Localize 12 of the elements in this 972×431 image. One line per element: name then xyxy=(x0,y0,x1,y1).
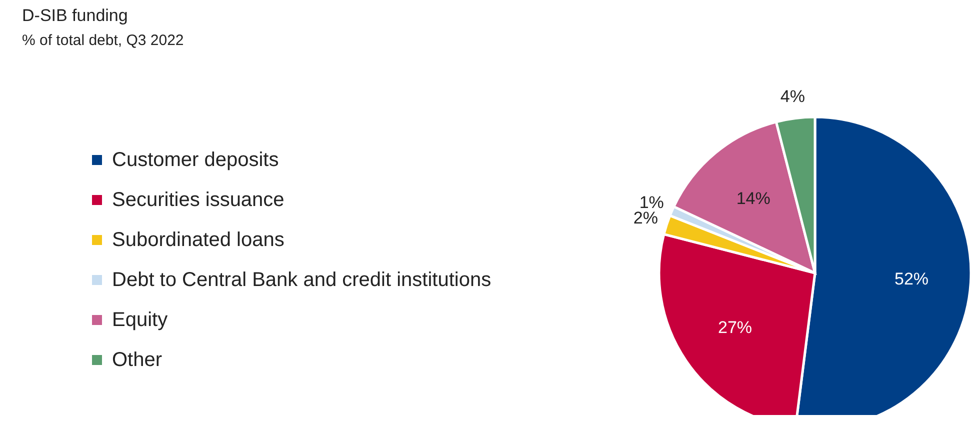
legend-label: Equity xyxy=(112,308,168,332)
chart-title: D-SIB funding xyxy=(22,6,128,26)
data-label: 4% xyxy=(780,86,805,106)
legend-label: Debt to Central Bank and credit institutions xyxy=(112,268,492,292)
legend-label: Customer deposits xyxy=(112,148,279,172)
data-label: 52% xyxy=(894,270,929,289)
chart-subtitle: % of total debt, Q3 2022 xyxy=(22,32,184,49)
legend-label: Other xyxy=(112,348,162,372)
legend-label: Subordinated loans xyxy=(112,228,284,252)
data-label: 27% xyxy=(718,318,752,337)
legend-label: Securities issuance xyxy=(112,188,284,212)
data-label: 14% xyxy=(736,188,770,208)
